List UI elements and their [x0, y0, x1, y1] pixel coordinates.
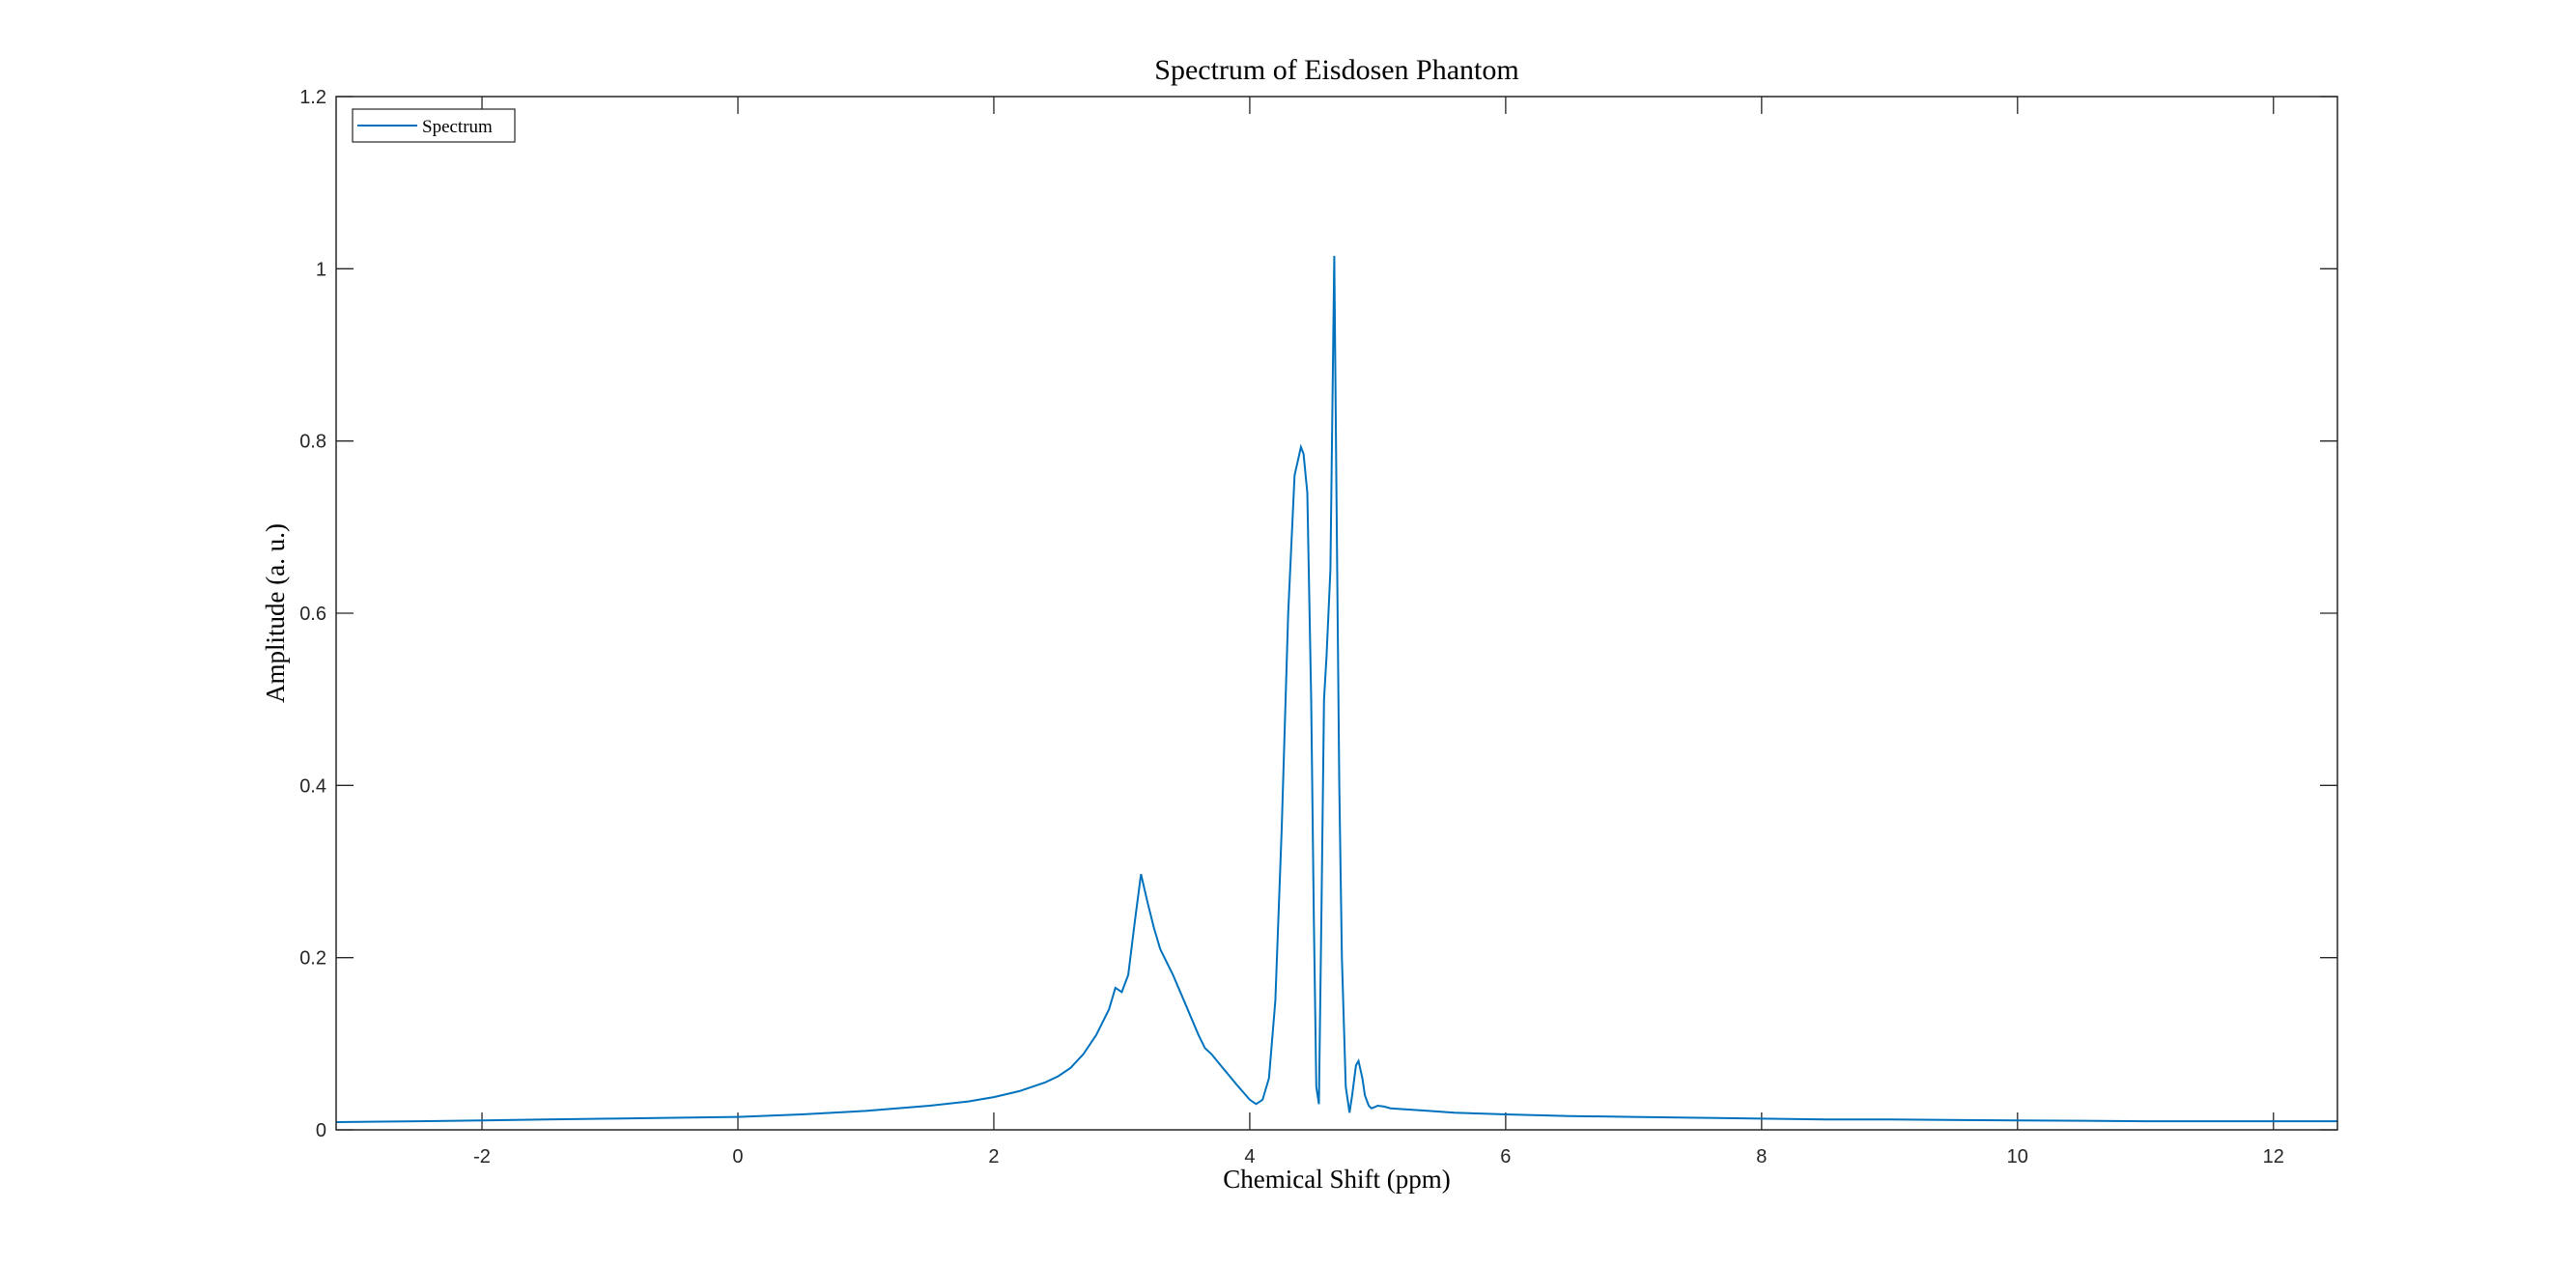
x-tick-label: 2: [988, 1146, 999, 1168]
y-tick-label: 0.6: [299, 604, 326, 625]
x-tick-label: 6: [1500, 1146, 1511, 1168]
legend-entry-spectrum: Spectrum: [422, 117, 493, 137]
y-axis-label: Amplitude (a. u.): [261, 523, 290, 703]
x-tick-label: 8: [1756, 1146, 1767, 1168]
y-tick-label: 0: [316, 1120, 326, 1141]
series-line-spectrum: [335, 255, 2337, 1123]
y-tick-label: 1.2: [299, 87, 326, 108]
axes-box: [335, 96, 2338, 1131]
y-tick-label: 0.4: [299, 775, 326, 797]
x-axis-label: Chemical Shift (ppm): [1223, 1165, 1450, 1194]
chart-title: Spectrum of Eisdosen Phantom: [1154, 54, 1518, 86]
x-tick-label: 12: [2263, 1146, 2284, 1168]
y-tick-label: 0.2: [299, 948, 326, 970]
x-tick-label: 4: [1244, 1146, 1255, 1168]
y-tick-label: 0.8: [299, 432, 326, 453]
y-tick-label: 1: [316, 259, 326, 280]
x-tick-label: -2: [473, 1146, 491, 1168]
tick-labels: -2 0 2 4 6 8 10 12 0 0.2 0.4 0.6 0.8 1 1.2: [299, 87, 2284, 1168]
x-tick-label: 0: [732, 1146, 743, 1168]
legend[interactable]: Spectrum: [352, 108, 516, 143]
x-tick-label: 10: [2007, 1146, 2028, 1168]
